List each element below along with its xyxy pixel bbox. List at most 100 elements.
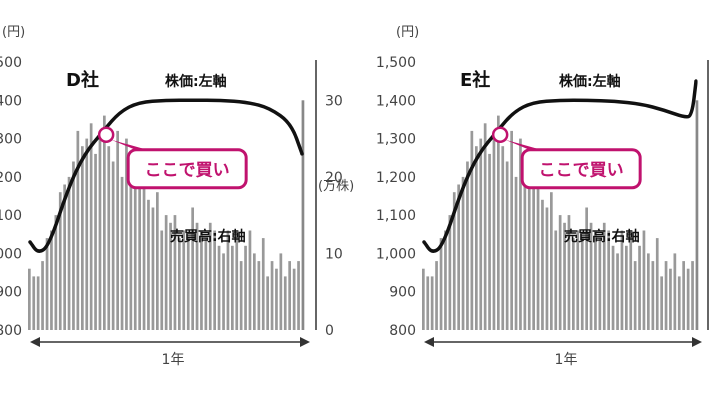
volume-bar (204, 238, 208, 330)
volume-bar (28, 268, 31, 330)
chart-panel-d: (円) 1,500 1,400 1,300 1,200 1,100 1,000 900 800 (… (0, 25, 354, 368)
volume-bar (686, 268, 690, 330)
volume-bar (94, 153, 97, 330)
volume-bar (691, 261, 694, 330)
chart-title: E社 (460, 69, 490, 91)
left-tick-label: 900 (0, 285, 22, 301)
volume-bar (169, 222, 172, 330)
volume-bar (554, 230, 558, 330)
volume-bar (142, 184, 146, 330)
buy-point-marker (97, 126, 115, 143)
buy-point-marker (491, 126, 509, 143)
volume-bar (120, 176, 124, 330)
volume-bar (541, 199, 544, 330)
volume-bar (151, 207, 155, 330)
volume-bar (523, 161, 527, 330)
volume-bar (72, 161, 75, 330)
x-axis-label: 1年 (162, 352, 185, 368)
volume-bar (239, 261, 243, 330)
volume-bar (435, 261, 438, 330)
volume-bar (50, 230, 53, 330)
volume-bar (160, 230, 164, 330)
volume-bar (45, 238, 49, 330)
volume-bar (461, 176, 465, 330)
volume-bar (470, 130, 474, 330)
volume-bar (89, 123, 93, 330)
volume-bar (147, 199, 150, 330)
volume-bar (213, 230, 216, 330)
left-tick-label: 1,500 (0, 55, 22, 71)
volume-bar (514, 176, 518, 330)
chart-panel-e: (円)1,5001,4001,3001,2001,1001,0009008003… (376, 25, 713, 368)
left-tick-label: 1,100 (0, 208, 22, 224)
volume-bar (452, 192, 456, 330)
volume-bar (572, 238, 575, 330)
left-tick-label: 1,100 (376, 208, 416, 224)
volume-bar (611, 245, 615, 330)
left-tick-label: 1,300 (0, 132, 22, 148)
volume-bar (673, 253, 677, 330)
right-tick-label: 30 (325, 93, 343, 109)
volume-bar (633, 261, 637, 330)
volume-bar (178, 238, 181, 330)
period-arrow-right-head (300, 337, 310, 347)
volume-bar (536, 184, 540, 330)
volume-bar (266, 276, 269, 330)
left-axis-unit: (円) (2, 25, 25, 40)
left-tick-label: 1,400 (376, 93, 416, 109)
volume-bar (607, 230, 610, 330)
volume-bar (156, 192, 159, 330)
volume-bar (497, 115, 500, 330)
volume-bar (589, 222, 593, 330)
period-arrow-left-head (424, 337, 434, 347)
volume-bar (492, 130, 496, 330)
price-series-label: 株価:左軸 (559, 73, 621, 90)
volume-bar (125, 138, 128, 330)
volume-bar (664, 261, 668, 330)
volume-series-label: 売買高:右軸 (170, 228, 246, 245)
volume-bar (695, 100, 699, 330)
left-tick-label: 1,400 (0, 93, 22, 109)
left-tick-label: 800 (0, 323, 22, 339)
volume-bar (217, 245, 221, 330)
volume-bar (270, 261, 274, 330)
volume-bar (620, 230, 624, 330)
left-tick-label: 1,000 (0, 246, 22, 262)
volume-bar (580, 238, 584, 330)
volume-bar (235, 238, 239, 330)
volume-bar (598, 238, 602, 330)
right-tick-label: 0 (325, 323, 334, 339)
left-tick-label: 800 (389, 323, 416, 339)
volume-bar (638, 245, 641, 330)
volume-bar (283, 276, 287, 330)
volume-bar (505, 161, 509, 330)
volume-bar (545, 207, 549, 330)
volume-bar (660, 276, 663, 330)
callout-text: ここで買い (539, 161, 624, 181)
volume-bar (629, 238, 633, 330)
volume-bar (594, 230, 597, 330)
right-tick-label: 20 (325, 170, 343, 186)
volume-bar (563, 222, 566, 330)
volume-bar (625, 245, 628, 330)
volume-bar (111, 161, 115, 330)
volume-bar (248, 230, 252, 330)
price-line (28, 98, 304, 253)
volume-bar (483, 123, 487, 330)
x-axis-label: 1年 (555, 352, 578, 368)
volume-bar (138, 176, 141, 330)
volume-bar (585, 207, 588, 330)
left-tick-label: 1,000 (376, 246, 416, 262)
volume-bar (129, 161, 133, 330)
volume-bar (257, 261, 261, 330)
volume-bar (567, 215, 571, 330)
volume-bar (430, 276, 434, 330)
volume-bar (527, 153, 531, 330)
volume-bar (466, 161, 469, 330)
left-tick-label: 1,300 (376, 132, 416, 148)
volume-bar (244, 245, 247, 330)
volume-bar (54, 215, 58, 330)
volume-bar (576, 230, 580, 330)
period-arrow-left-head (30, 337, 40, 347)
volume-bar (67, 176, 71, 330)
